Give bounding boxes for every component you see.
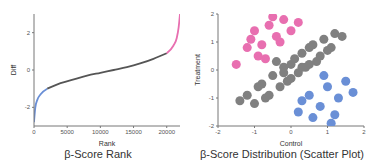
svg-text:-1: -1 bbox=[252, 129, 258, 135]
svg-text:Rank: Rank bbox=[99, 140, 116, 146]
svg-text:-2: -2 bbox=[215, 129, 221, 135]
svg-text:2: 2 bbox=[362, 129, 366, 135]
html-text:β-Score Rank: β-Score Rank bbox=[64, 148, 132, 160]
svg-text:10000: 10000 bbox=[92, 129, 109, 135]
svg-text:2: 2 bbox=[27, 30, 31, 36]
svg-text:0: 0 bbox=[32, 129, 36, 135]
svg-text:Treatment: Treatment bbox=[194, 54, 201, 86]
svg-text:5000: 5000 bbox=[61, 129, 75, 135]
svg-text:0: 0 bbox=[211, 67, 215, 73]
svg-text:Control: Control bbox=[280, 140, 303, 146]
svg-text:-2: -2 bbox=[25, 104, 31, 110]
svg-text:0: 0 bbox=[289, 129, 293, 135]
html-text:β-Score Distribution (Scatter: β-Score Distribution (Scatter Plot) bbox=[200, 148, 364, 160]
svg-text:Diff: Diff bbox=[10, 65, 17, 75]
svg-text:20000: 20000 bbox=[158, 129, 175, 135]
svg-text:15000: 15000 bbox=[125, 129, 142, 135]
svg-text:0: 0 bbox=[27, 67, 31, 73]
svg-text:1: 1 bbox=[326, 129, 330, 135]
svg-text:-1: -1 bbox=[209, 95, 215, 101]
svg-text:2: 2 bbox=[211, 11, 215, 17]
svg-text:1: 1 bbox=[211, 39, 215, 45]
svg-text:-2: -2 bbox=[209, 123, 215, 129]
